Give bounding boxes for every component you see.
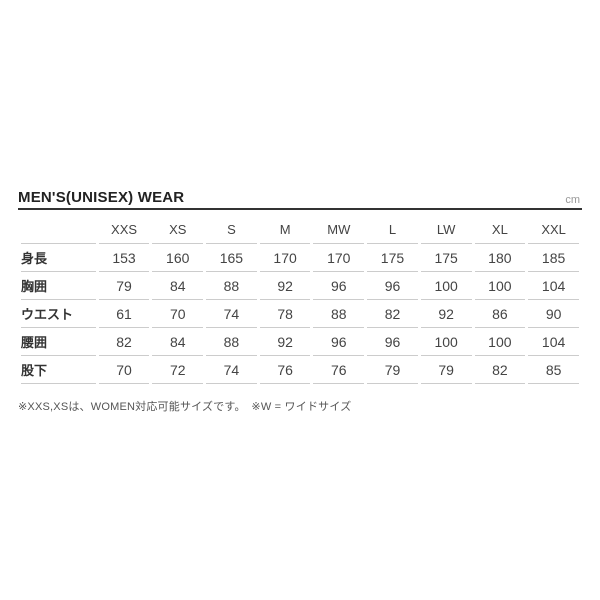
measurement-value-cell: 100 bbox=[474, 272, 526, 300]
measurement-value-cell: 85 bbox=[528, 356, 579, 384]
measurement-value-cell: 82 bbox=[98, 328, 150, 356]
measurement-value-cell: 104 bbox=[528, 272, 579, 300]
measurement-value-cell: 86 bbox=[474, 300, 526, 328]
size-column-header: XXL bbox=[528, 216, 579, 244]
row-label-height: 身長 bbox=[21, 244, 96, 272]
size-header-row: XXS XS S M MW L LW XL XXL bbox=[21, 216, 579, 244]
size-column-header: XL bbox=[474, 216, 526, 244]
measurement-value-cell: 82 bbox=[367, 300, 418, 328]
measurement-value-cell: 92 bbox=[259, 328, 311, 356]
size-column-header: XS bbox=[152, 216, 204, 244]
measurement-value-cell: 104 bbox=[528, 328, 579, 356]
measurement-value-cell: 74 bbox=[206, 356, 257, 384]
measurement-value-cell: 96 bbox=[313, 328, 365, 356]
measurement-value-cell: 88 bbox=[313, 300, 365, 328]
measurement-value-cell: 74 bbox=[206, 300, 257, 328]
measurement-value-cell: 165 bbox=[206, 244, 257, 272]
measurement-value-cell: 79 bbox=[420, 356, 472, 384]
size-column-header: S bbox=[206, 216, 257, 244]
measurement-value-cell: 100 bbox=[474, 328, 526, 356]
measurement-value-cell: 92 bbox=[420, 300, 472, 328]
measurement-value-cell: 185 bbox=[528, 244, 579, 272]
measurement-value-cell: 70 bbox=[152, 300, 204, 328]
size-column-header: LW bbox=[420, 216, 472, 244]
measurement-value-cell: 79 bbox=[367, 356, 418, 384]
table-row-height: 身長 153 160 165 170 170 175 175 180 185 bbox=[21, 244, 579, 272]
size-column-header: XXS bbox=[98, 216, 150, 244]
measurement-value-cell: 160 bbox=[152, 244, 204, 272]
measurement-value-cell: 96 bbox=[313, 272, 365, 300]
measurement-value-cell: 170 bbox=[313, 244, 365, 272]
table-row-waist: ウエスト 61 70 74 78 88 82 92 86 90 bbox=[21, 300, 579, 328]
measurement-value-cell: 72 bbox=[152, 356, 204, 384]
row-label-hip: 腰囲 bbox=[21, 328, 96, 356]
measurement-value-cell: 180 bbox=[474, 244, 526, 272]
measurement-value-cell: 170 bbox=[259, 244, 311, 272]
measurement-value-cell: 100 bbox=[420, 272, 472, 300]
size-chart-table: XXS XS S M MW L LW XL XXL 身長 153 160 165… bbox=[18, 216, 582, 384]
measurement-value-cell: 96 bbox=[367, 328, 418, 356]
table-row-hip: 腰囲 82 84 88 92 96 96 100 100 104 bbox=[21, 328, 579, 356]
size-chart-title-bar: MEN'S(UNISEX) WEAR cm bbox=[18, 189, 582, 210]
table-row-chest: 胸囲 79 84 88 92 96 96 100 100 104 bbox=[21, 272, 579, 300]
row-label-chest: 胸囲 bbox=[21, 272, 96, 300]
corner-cell bbox=[21, 216, 96, 244]
size-column-header: L bbox=[367, 216, 418, 244]
measurement-value-cell: 88 bbox=[206, 272, 257, 300]
measurement-value-cell: 84 bbox=[152, 328, 204, 356]
measurement-value-cell: 82 bbox=[474, 356, 526, 384]
measurement-value-cell: 90 bbox=[528, 300, 579, 328]
measurement-value-cell: 92 bbox=[259, 272, 311, 300]
measurement-value-cell: 70 bbox=[98, 356, 150, 384]
measurement-value-cell: 78 bbox=[259, 300, 311, 328]
size-chart-footnote: ※XXS,XSは、WOMEN対応可能サイズです。 ※W = ワイドサイズ bbox=[18, 401, 352, 413]
measurement-value-cell: 79 bbox=[98, 272, 150, 300]
measurement-value-cell: 76 bbox=[259, 356, 311, 384]
size-column-header: MW bbox=[313, 216, 365, 244]
size-chart-title: MEN'S(UNISEX) WEAR bbox=[18, 189, 185, 206]
measurement-value-cell: 153 bbox=[98, 244, 150, 272]
measurement-value-cell: 100 bbox=[420, 328, 472, 356]
unit-label: cm bbox=[565, 193, 580, 206]
measurement-value-cell: 88 bbox=[206, 328, 257, 356]
row-label-waist: ウエスト bbox=[21, 300, 96, 328]
table-row-inseam: 股下 70 72 74 76 76 79 79 82 85 bbox=[21, 356, 579, 384]
measurement-value-cell: 76 bbox=[313, 356, 365, 384]
size-chart-panel: MEN'S(UNISEX) WEAR cm XXS XS S M MW L LW… bbox=[18, 189, 582, 414]
size-column-header: M bbox=[259, 216, 311, 244]
measurement-value-cell: 175 bbox=[367, 244, 418, 272]
measurement-value-cell: 175 bbox=[420, 244, 472, 272]
measurement-value-cell: 61 bbox=[98, 300, 150, 328]
measurement-value-cell: 96 bbox=[367, 272, 418, 300]
row-label-inseam: 股下 bbox=[21, 356, 96, 384]
measurement-value-cell: 84 bbox=[152, 272, 204, 300]
